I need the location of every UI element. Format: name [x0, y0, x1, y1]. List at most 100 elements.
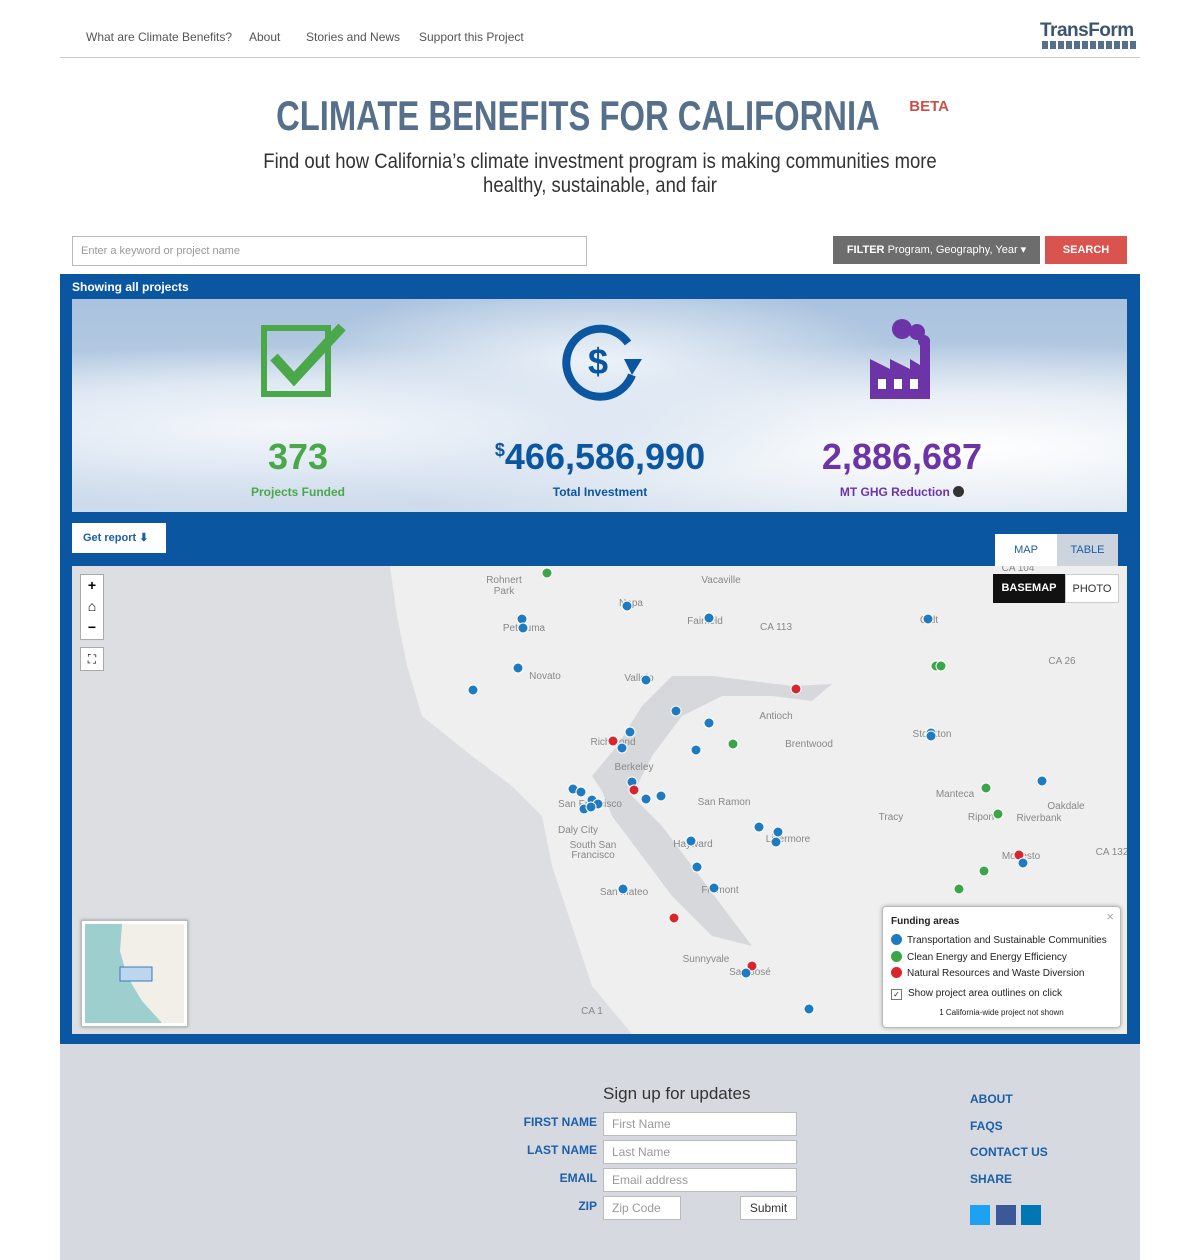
project-marker[interactable]	[746, 960, 758, 972]
project-marker[interactable]	[655, 790, 667, 802]
dollar-icon	[624, 359, 642, 375]
facebook-icon[interactable]	[996, 1205, 1016, 1225]
logo[interactable]: TransForm	[1040, 20, 1134, 41]
footer-link[interactable]: CONTACT US	[970, 1145, 1048, 1159]
place-label: Antioch	[759, 711, 792, 722]
project-marker[interactable]	[992, 808, 1004, 820]
field-input[interactable]: Zip Code	[603, 1196, 681, 1220]
project-marker[interactable]	[640, 793, 652, 805]
project-marker[interactable]	[517, 622, 529, 634]
project-marker[interactable]	[668, 912, 680, 924]
project-marker[interactable]	[753, 821, 765, 833]
title: CLIMATE BENEFITS FOR CALIFORNIA	[276, 92, 880, 139]
project-marker[interactable]	[1036, 775, 1048, 787]
nav-rule	[60, 57, 1140, 58]
project-marker[interactable]	[512, 662, 524, 674]
project-marker[interactable]	[624, 726, 636, 738]
project-marker[interactable]	[467, 684, 479, 696]
map-tab[interactable]: MAP	[995, 534, 1057, 566]
project-marker[interactable]	[516, 613, 528, 625]
project-marker[interactable]	[770, 836, 782, 848]
project-marker[interactable]	[541, 567, 553, 579]
filter-button[interactable]: FILTER Program, Geography, Year ▾	[833, 236, 1040, 264]
label: Natural Resources and Waste Diversion	[907, 968, 1085, 979]
project-marker[interactable]	[621, 600, 633, 612]
label: Transportation and Sustainable Communiti…	[907, 935, 1107, 946]
field-label: FIRST NAME	[523, 1115, 597, 1129]
submit-button[interactable]: Submit	[740, 1196, 797, 1220]
field-input[interactable]: First Name	[603, 1112, 797, 1136]
project-marker[interactable]	[922, 613, 934, 625]
project-marker[interactable]	[640, 674, 652, 686]
stat-value: 2,886,687	[821, 436, 983, 477]
nav-link[interactable]: About	[249, 30, 281, 44]
subtitle: Find out how California’s climate invest…	[0, 150, 1200, 198]
search-button[interactable]: SEARCH	[1045, 236, 1127, 264]
legend-checkbox[interactable]: ✓ Show project area outlines on click	[891, 988, 1062, 1000]
linkedin-icon[interactable]	[1021, 1205, 1041, 1225]
project-marker[interactable]	[685, 835, 697, 847]
project-marker[interactable]	[585, 801, 597, 813]
footer-link[interactable]: ABOUT	[970, 1092, 1013, 1106]
project-marker[interactable]	[740, 967, 752, 979]
project-marker[interactable]	[727, 738, 739, 750]
place-label: Oakdale	[1047, 801, 1085, 812]
basemap-button[interactable]: BASEMAP	[993, 574, 1065, 603]
project-marker[interactable]	[980, 782, 992, 794]
place-label: Ripon	[968, 812, 994, 823]
bay	[592, 676, 832, 946]
minimap	[81, 920, 188, 1027]
project-marker[interactable]	[803, 1003, 815, 1015]
field-label: LAST NAME	[527, 1143, 597, 1157]
place-label: Vallejo	[624, 673, 654, 684]
project-marker[interactable]	[703, 717, 715, 729]
project-marker[interactable]	[628, 784, 640, 796]
project-marker[interactable]	[617, 883, 629, 895]
project-marker[interactable]	[708, 882, 720, 894]
logo-strip	[1042, 41, 1136, 49]
footer-link[interactable]: SHARE	[970, 1172, 1013, 1186]
fullscreen-control[interactable]: ⛶	[80, 647, 104, 671]
legend-item: Clean Energy and Energy Efficiency	[891, 951, 1067, 963]
currency: $	[494, 440, 505, 460]
road-label: CA 1	[581, 1006, 603, 1017]
project-marker[interactable]	[953, 883, 965, 895]
zoom-control[interactable]: + ⌂ −	[80, 574, 104, 640]
twitter-icon[interactable]	[970, 1205, 990, 1225]
legend-close[interactable]: ×	[1106, 909, 1114, 924]
project-marker[interactable]	[790, 683, 802, 695]
field-input[interactable]: Last Name	[603, 1140, 797, 1164]
project-marker[interactable]	[703, 612, 715, 624]
project-marker[interactable]	[1017, 857, 1029, 869]
search-input[interactable]: Enter a keyword or project name	[72, 236, 587, 266]
footer-link[interactable]: FAQS	[970, 1119, 1003, 1133]
project-marker[interactable]	[607, 735, 619, 747]
project-marker[interactable]	[925, 730, 937, 742]
legend-item: Transportation and Sustainable Communiti…	[891, 934, 1107, 946]
field-label: EMAIL	[559, 1171, 597, 1185]
stat-value: $466,586,990	[440, 436, 760, 478]
project-marker[interactable]	[935, 660, 947, 672]
dollar-icon: $	[588, 341, 608, 382]
project-marker[interactable]	[691, 861, 703, 873]
project-marker[interactable]	[690, 744, 702, 756]
dollar-icon	[562, 324, 636, 401]
place-label: Daly City	[558, 825, 598, 836]
project-marker[interactable]	[978, 865, 990, 877]
summary-banner	[72, 299, 1127, 512]
nav-link[interactable]: Support this Project	[419, 30, 524, 44]
info-icon[interactable]	[953, 486, 965, 497]
field-input[interactable]: Email address	[603, 1168, 797, 1192]
report-button[interactable]: Get report ⬇	[72, 523, 166, 553]
check-icon	[261, 325, 331, 397]
project-marker[interactable]	[772, 826, 784, 838]
nav-link[interactable]: What are Climate Benefits?	[86, 30, 233, 44]
project-marker[interactable]	[670, 705, 682, 717]
road-label: CA 132	[1096, 847, 1127, 858]
project-marker[interactable]	[616, 742, 628, 754]
table-tab[interactable]: TABLE	[1057, 534, 1118, 566]
project-marker[interactable]	[575, 786, 587, 798]
photo-button[interactable]: PHOTO	[1065, 574, 1119, 603]
nav-link[interactable]: Stories and News	[306, 30, 401, 44]
